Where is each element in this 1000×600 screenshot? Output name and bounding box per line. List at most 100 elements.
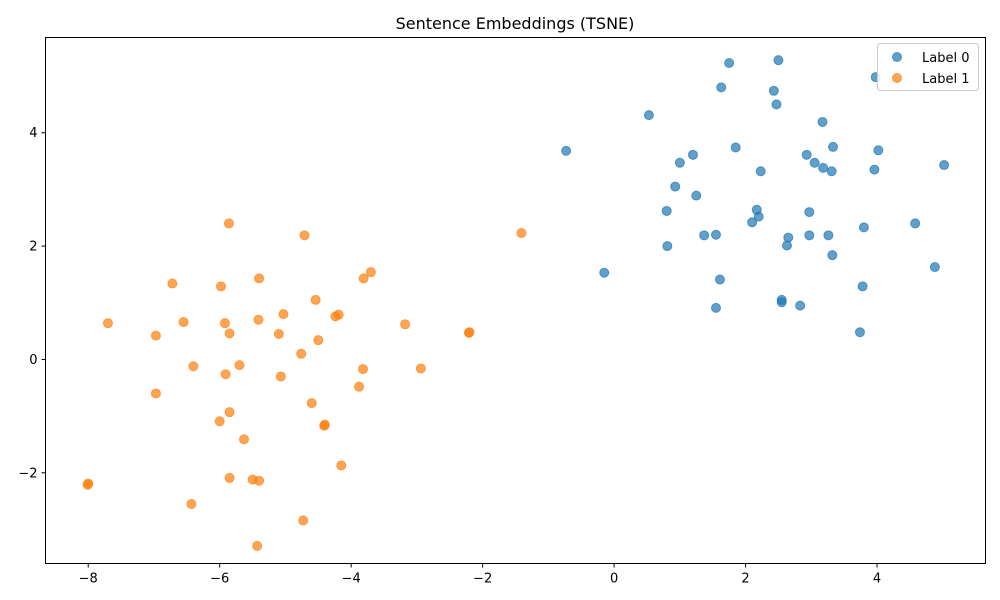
point-label-0-45: [710, 302, 721, 313]
point-label-1-13: [178, 317, 189, 328]
point-label-1-33: [224, 407, 235, 418]
x-axis: −8 −6 −4 −2 0 2 4: [79, 563, 881, 587]
point-label-1-7: [216, 281, 227, 292]
point-label-1-4: [254, 273, 265, 284]
point-label-0-39: [599, 267, 610, 278]
point-label-0-27: [747, 217, 758, 228]
point-label-1-5: [358, 273, 369, 284]
point-label-0-23: [661, 205, 672, 216]
point-label-0-11: [873, 145, 884, 156]
point-label-1-28: [220, 369, 231, 380]
point-label-1-26: [358, 364, 368, 375]
legend-marker-label-1: [892, 73, 902, 83]
y-tick-label: −2: [18, 466, 37, 481]
point-label-1-46: [252, 540, 263, 551]
point-label-0-1: [773, 55, 784, 66]
point-label-1-39: [224, 472, 235, 483]
x-tick-label: −4: [342, 572, 361, 587]
point-label-0-4: [768, 85, 779, 96]
point-label-1-24: [234, 360, 245, 371]
x-tick-label: 2: [741, 572, 749, 587]
legend: Label 0 Label 1: [877, 43, 979, 91]
point-label-0-40: [714, 274, 725, 285]
x-tick-label: −8: [79, 572, 98, 587]
point-label-1-14: [102, 318, 113, 329]
point-label-0-7: [817, 116, 828, 127]
legend-label-1: Label 1: [922, 72, 969, 87]
point-label-0-35: [781, 240, 792, 251]
chart-title: Sentence Embeddings (TSNE): [396, 14, 635, 33]
point-label-1-30: [354, 381, 365, 392]
point-label-0-20: [826, 166, 837, 177]
point-label-0-17: [939, 160, 950, 171]
point-label-0-9: [730, 142, 741, 153]
point-label-1-38: [336, 460, 347, 471]
point-label-1-19: [224, 328, 235, 339]
point-label-1-45: [298, 515, 309, 526]
legend-marker-label-0: [892, 52, 902, 62]
point-label-1-27: [415, 363, 426, 374]
points-layer: [82, 55, 950, 551]
point-label-0-13: [801, 149, 812, 160]
point-label-0-5: [771, 99, 782, 110]
point-label-0-22: [691, 190, 702, 201]
point-label-1-15: [219, 318, 230, 329]
point-label-0-43: [776, 297, 787, 308]
point-label-0-29: [858, 222, 869, 233]
point-label-0-41: [857, 281, 868, 292]
point-label-1-21: [150, 330, 161, 341]
point-label-0-18: [869, 164, 880, 175]
legend-label-0: Label 0: [922, 51, 969, 66]
y-tick-label: 4: [29, 126, 37, 141]
point-label-1-0: [223, 218, 234, 229]
point-label-1-11: [330, 311, 341, 322]
legend-box: [877, 43, 979, 91]
x-tick-label: 0: [610, 572, 618, 587]
point-label-0-3: [716, 82, 727, 93]
point-label-0-36: [662, 241, 673, 252]
point-label-1-6: [167, 278, 178, 289]
point-label-1-2: [516, 228, 527, 239]
point-label-0-16: [818, 162, 829, 173]
point-label-0-31: [710, 229, 721, 240]
point-label-0-28: [910, 218, 921, 229]
point-label-0-0: [724, 58, 735, 69]
point-label-0-8: [561, 145, 572, 156]
point-label-0-14: [674, 157, 685, 168]
y-tick-label: 2: [29, 240, 37, 255]
x-tick-label: 4: [873, 572, 881, 587]
point-label-1-25: [188, 361, 199, 372]
point-label-0-12: [687, 149, 698, 160]
x-tick-label: −6: [210, 572, 229, 587]
point-label-0-46: [854, 327, 865, 338]
point-label-0-26: [753, 211, 764, 222]
point-label-1-34: [214, 416, 225, 427]
point-label-1-22: [313, 335, 324, 346]
point-label-1-32: [306, 398, 317, 409]
point-label-1-23: [296, 348, 307, 359]
point-label-0-33: [823, 230, 834, 241]
point-label-0-6: [643, 110, 654, 121]
point-label-0-30: [699, 230, 710, 241]
point-label-1-1: [299, 230, 310, 241]
point-label-0-32: [804, 230, 815, 241]
point-label-0-44: [795, 300, 806, 311]
point-label-1-16: [400, 319, 411, 330]
plot-frame: [45, 37, 986, 564]
point-label-1-3: [365, 267, 376, 278]
point-label-1-9: [278, 309, 289, 320]
point-label-0-19: [755, 166, 766, 177]
point-label-0-24: [804, 207, 815, 218]
point-label-1-31: [150, 388, 161, 399]
y-axis: −2 0 2 4: [18, 126, 46, 481]
point-label-1-37: [239, 434, 250, 445]
y-tick-label: 0: [29, 353, 37, 368]
point-label-0-10: [828, 141, 838, 152]
point-label-1-29: [275, 371, 286, 382]
point-label-0-38: [929, 262, 940, 273]
point-label-1-20: [273, 328, 284, 339]
point-label-1-36: [319, 420, 330, 431]
point-label-0-21: [670, 181, 681, 192]
point-label-1-8: [310, 294, 321, 305]
